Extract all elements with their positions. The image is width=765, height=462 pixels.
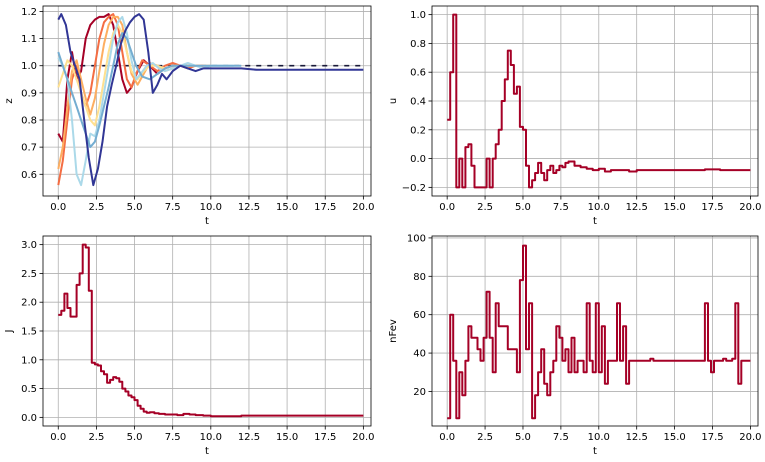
nfev-panel: 0.0 2.5 5.0 7.5 10.0 12.5 15.0 17.5 20.0 20 40 60 80… xyxy=(388,233,762,457)
x-tick-label: 12.5 xyxy=(626,432,648,443)
x-axis-label: t xyxy=(593,216,597,227)
y-axis-label: z xyxy=(4,98,15,103)
y-tick-label: 1.0 xyxy=(21,355,37,366)
y-tick-label: 1.1 xyxy=(21,34,37,45)
y-tick-label: 1.2 xyxy=(21,7,37,18)
series-line-0 xyxy=(447,13,751,189)
y-tick-label: −0.2 xyxy=(402,183,426,194)
plot-frame xyxy=(431,5,759,197)
y-tick-label: 1.0 xyxy=(410,10,426,21)
y-tick-label: 100 xyxy=(407,233,426,244)
series-line-5 xyxy=(57,32,242,149)
x-tick-label: 2.5 xyxy=(88,432,104,443)
x-tick-label: 7.5 xyxy=(553,432,569,443)
y-tick-label: 1.0 xyxy=(21,61,37,72)
plot-frame xyxy=(42,235,372,427)
series-line-0 xyxy=(58,243,364,418)
x-tick-label: 7.5 xyxy=(165,432,181,443)
x-tick-label: 7.5 xyxy=(165,202,181,213)
x-tick-label: 10.0 xyxy=(588,432,610,443)
x-tick-label: 15.0 xyxy=(663,432,685,443)
x-tick-label: 17.5 xyxy=(314,432,336,443)
x-tick-label: 0.0 xyxy=(50,432,66,443)
y-tick-label: 60 xyxy=(413,310,426,321)
y-tick-label: 0.0 xyxy=(21,413,37,424)
x-tick-label: 15.0 xyxy=(276,432,298,443)
x-tick-label: 20.0 xyxy=(739,432,761,443)
series-line-0 xyxy=(447,244,751,420)
x-tick-label: 2.5 xyxy=(477,202,493,213)
series-line-1 xyxy=(57,13,204,186)
x-axis-label: t xyxy=(205,216,209,227)
x-tick-label: 5.0 xyxy=(127,432,143,443)
x-tick-label: 17.5 xyxy=(314,202,336,213)
y-tick-label: 0.9 xyxy=(21,88,37,99)
x-tick-label: 10.0 xyxy=(200,432,222,443)
series-line-6 xyxy=(57,13,364,187)
x-tick-label: 10.0 xyxy=(588,202,610,213)
x-tick-label: 2.5 xyxy=(88,202,104,213)
y-tick-label: 0.8 xyxy=(410,39,426,50)
y-tick-label: 0.6 xyxy=(410,68,426,79)
y-tick-label: 0.6 xyxy=(21,170,37,181)
y-tick-label: 0.4 xyxy=(410,97,426,108)
x-tick-label: 12.5 xyxy=(626,202,648,213)
y-tick-label: 20 xyxy=(413,387,426,398)
y-tick-label: 1.5 xyxy=(21,327,37,338)
y-tick-label: 2.5 xyxy=(21,269,37,280)
x-tick-label: 20.0 xyxy=(352,432,374,443)
plot-frame xyxy=(431,235,759,427)
x-axis-label: t xyxy=(593,446,597,457)
y-tick-label: 40 xyxy=(413,349,426,360)
j-panel: 0.0 2.5 5.0 7.5 10.0 12.5 15.0 17.5 20.0 0.0 0.5 1.… xyxy=(4,235,375,457)
x-tick-label: 5.0 xyxy=(515,202,531,213)
y-tick-label: 0.5 xyxy=(21,384,37,395)
y-tick-label: 3.0 xyxy=(21,240,37,251)
y-axis-label: nFev xyxy=(388,319,399,343)
y-tick-label: 0.7 xyxy=(21,143,37,154)
y-tick-label: 80 xyxy=(413,272,426,283)
x-tick-label: 20.0 xyxy=(352,202,374,213)
x-tick-label: 15.0 xyxy=(276,202,298,213)
y-tick-label: 0.0 xyxy=(410,154,426,165)
y-axis-label: J xyxy=(4,330,15,334)
x-tick-label: 5.0 xyxy=(127,202,143,213)
y-tick-label: 0.2 xyxy=(410,125,426,136)
x-tick-label: 17.5 xyxy=(701,432,723,443)
x-tick-label: 10.0 xyxy=(200,202,222,213)
x-tick-label: 2.5 xyxy=(477,432,493,443)
z-panel: 0.0 2.5 5.0 7.5 10.0 12.5 15.0 17.5 20.0 0.6 0.7 0.… xyxy=(4,5,375,227)
x-tick-label: 12.5 xyxy=(238,432,260,443)
x-axis-label: t xyxy=(205,446,209,457)
x-tick-label: 0.0 xyxy=(439,432,455,443)
u-panel: 0.0 2.5 5.0 7.5 10.0 12.5 15.0 17.5 20.0 −0.2 0.0 0… xyxy=(388,5,762,227)
y-tick-label: 2.0 xyxy=(21,298,37,309)
plot-frame xyxy=(42,5,372,197)
x-tick-label: 0.0 xyxy=(439,202,455,213)
x-tick-label: 15.0 xyxy=(663,202,685,213)
y-axis-label: u xyxy=(388,98,399,104)
x-tick-label: 0.0 xyxy=(50,202,66,213)
y-tick-label: 0.8 xyxy=(21,116,37,127)
x-tick-label: 12.5 xyxy=(238,202,260,213)
x-tick-label: 7.5 xyxy=(553,202,569,213)
x-tick-label: 20.0 xyxy=(739,202,761,213)
x-tick-label: 5.0 xyxy=(515,432,531,443)
x-tick-label: 17.5 xyxy=(701,202,723,213)
